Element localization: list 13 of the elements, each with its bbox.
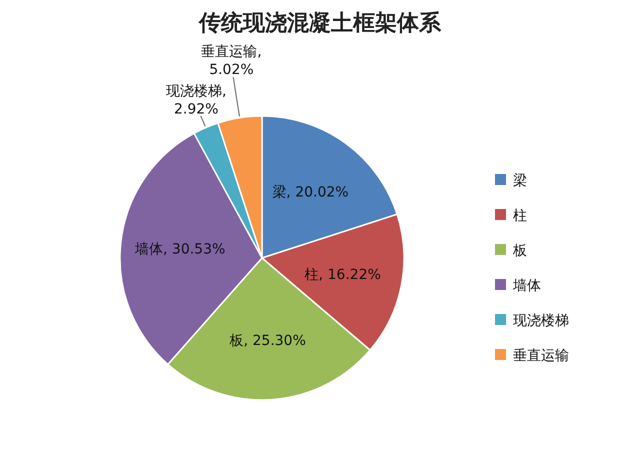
- data-label: 板, 25.30%: [228, 333, 306, 350]
- data-label: 现浇楼梯, 2.92%: [166, 83, 226, 118]
- data-label: 垂直运输, 5.02%: [201, 44, 262, 78]
- legend-label: 现浇楼梯: [513, 313, 569, 329]
- legend-label: 垂直运输: [513, 348, 569, 364]
- legend-label: 梁: [513, 173, 527, 189]
- legend-label: 板: [512, 243, 527, 259]
- data-label: 梁, 20.02%: [272, 184, 349, 200]
- legend-label: 柱: [513, 208, 527, 224]
- data-label: 柱, 16.22%: [304, 267, 381, 284]
- legend-label: 墙体: [512, 278, 541, 294]
- data-label: 墙体, 30.53%: [134, 242, 226, 258]
- chart-title: 传统现浇混凝土框架体系: [198, 10, 442, 36]
